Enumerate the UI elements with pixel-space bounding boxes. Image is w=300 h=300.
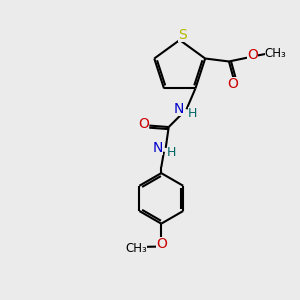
- Text: O: O: [156, 237, 167, 251]
- Text: N: N: [174, 102, 184, 116]
- Text: O: O: [139, 117, 149, 131]
- Text: H: H: [167, 146, 176, 159]
- Text: S: S: [178, 28, 187, 42]
- Text: H: H: [188, 107, 197, 120]
- Text: O: O: [227, 77, 238, 91]
- Text: CH₃: CH₃: [265, 47, 286, 60]
- Text: O: O: [247, 48, 258, 62]
- Text: CH₃: CH₃: [126, 242, 148, 255]
- Text: N: N: [153, 141, 164, 155]
